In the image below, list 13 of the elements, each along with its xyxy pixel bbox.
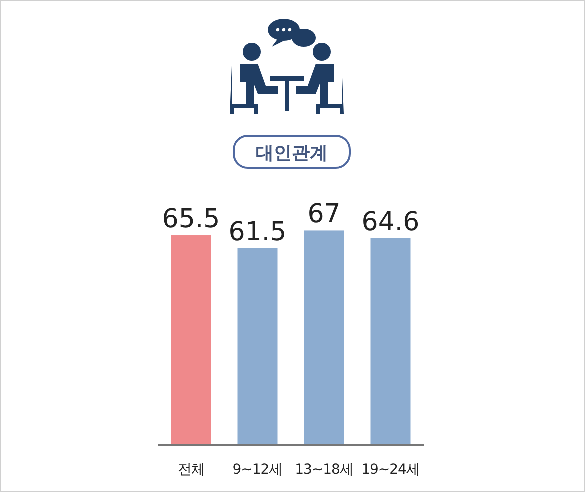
data-label: 61.5 — [228, 217, 287, 248]
x-tick-label: 13~18세 — [295, 462, 354, 478]
data-label: 65.5 — [162, 204, 220, 235]
x-tick-label: 19~24세 — [362, 462, 420, 478]
bar — [304, 230, 344, 445]
bar — [238, 248, 278, 445]
chart-title: 대인관계 — [256, 143, 328, 164]
data-label: 67 — [308, 200, 341, 230]
x-tick-label: 전체 — [178, 462, 205, 478]
bar — [370, 238, 411, 445]
data-label: 64.6 — [362, 207, 420, 238]
bar — [171, 236, 212, 445]
x-tick-label: 9~12세 — [232, 462, 283, 478]
